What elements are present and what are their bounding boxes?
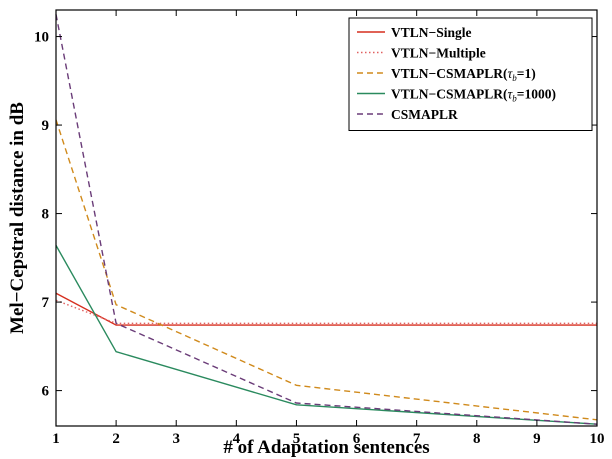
x-tick-label: 6 xyxy=(353,431,361,447)
x-tick-label: 2 xyxy=(112,431,120,447)
x-tick-label: 7 xyxy=(413,431,421,447)
legend-label-1: VTLN−Multiple xyxy=(391,46,486,61)
y-tick-label: 8 xyxy=(42,207,50,223)
y-tick-label: 6 xyxy=(42,384,50,400)
series-line-1 xyxy=(55,299,597,324)
x-tick-label: 10 xyxy=(590,431,605,447)
series-line-3 xyxy=(55,245,598,425)
y-axis-title: Mel−Cepstral distance in dB xyxy=(7,102,28,334)
x-tick-label: 3 xyxy=(172,431,180,447)
x-tick-label: 8 xyxy=(473,431,481,447)
legend-label-4: CSMAPLR xyxy=(391,107,458,122)
series-layer xyxy=(55,14,598,425)
legend-label-2: VTLN−CSMAPLR(τb=1) xyxy=(391,66,536,83)
y-tick-label: 10 xyxy=(34,30,49,46)
series-line-0 xyxy=(55,292,597,326)
x-axis-title: # of Adaptation sentences xyxy=(223,437,429,458)
legend-box xyxy=(348,17,593,131)
ticks-layer: 1 2 3 4 5 6 7 8 9 10 6 7 8 9 10 xyxy=(34,10,605,447)
x-tick-label: 5 xyxy=(293,431,301,447)
y-tick-label: 9 xyxy=(42,118,50,134)
plot-frame xyxy=(55,9,598,427)
series-line-4 xyxy=(55,14,598,425)
y-tick-label: 7 xyxy=(42,295,50,311)
legend: VTLN−Single VTLN−Multiple VTLN−CSMAPLR(τb=… xyxy=(348,17,593,131)
x-tick-label: 4 xyxy=(233,431,241,447)
series-line-2 xyxy=(55,119,598,421)
legend-label-3: VTLN−CSMAPLR(τb=1000) xyxy=(391,87,556,104)
legend-label-0: VTLN−Single xyxy=(391,25,471,40)
x-tick-label: 1 xyxy=(52,431,60,447)
x-tick-label: 9 xyxy=(533,431,541,447)
